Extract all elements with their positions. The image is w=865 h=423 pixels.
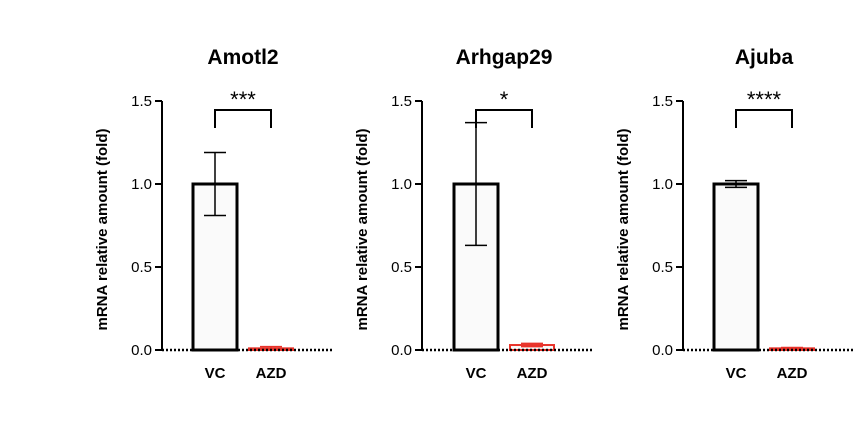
- significance-label: ***: [230, 87, 256, 112]
- x-category-label: VC: [466, 365, 487, 382]
- y-tick-label: 1.5: [391, 93, 412, 110]
- y-tick-label: 0.0: [391, 342, 412, 359]
- x-category-label: VC: [726, 365, 747, 382]
- y-tick-label: 0.0: [652, 342, 673, 359]
- chart-title: Amotl2: [207, 46, 278, 69]
- significance-label: ****: [747, 87, 782, 112]
- y-tick-label: 1.5: [652, 93, 673, 110]
- x-category-label: AZD: [517, 365, 548, 382]
- y-tick-label: 1.0: [391, 176, 412, 193]
- significance-bracket: [735, 109, 793, 128]
- y-tick-label: 0.0: [131, 342, 152, 359]
- y-tick-label: 1.0: [652, 176, 673, 193]
- significance-label: *: [500, 87, 509, 112]
- y-axis-label: mRNA relative amount (fold): [615, 129, 632, 331]
- x-category-label: AZD: [777, 365, 808, 382]
- y-tick-label: 1.5: [131, 93, 152, 110]
- bar-vc: [712, 182, 760, 352]
- y-axis-label: mRNA relative amount (fold): [94, 129, 111, 331]
- y-tick-label: 1.0: [131, 176, 152, 193]
- x-category-label: VC: [205, 365, 226, 382]
- y-axis-label: mRNA relative amount (fold): [354, 129, 371, 331]
- significance-bracket: [214, 109, 272, 128]
- y-tick-label: 0.5: [391, 259, 412, 276]
- x-category-label: AZD: [256, 365, 287, 382]
- chart-title: Ajuba: [735, 46, 794, 69]
- y-tick-label: 0.5: [131, 259, 152, 276]
- y-tick-label: 0.5: [652, 259, 673, 276]
- chart-title: Arhgap29: [456, 46, 553, 69]
- significance-bracket: [475, 109, 533, 128]
